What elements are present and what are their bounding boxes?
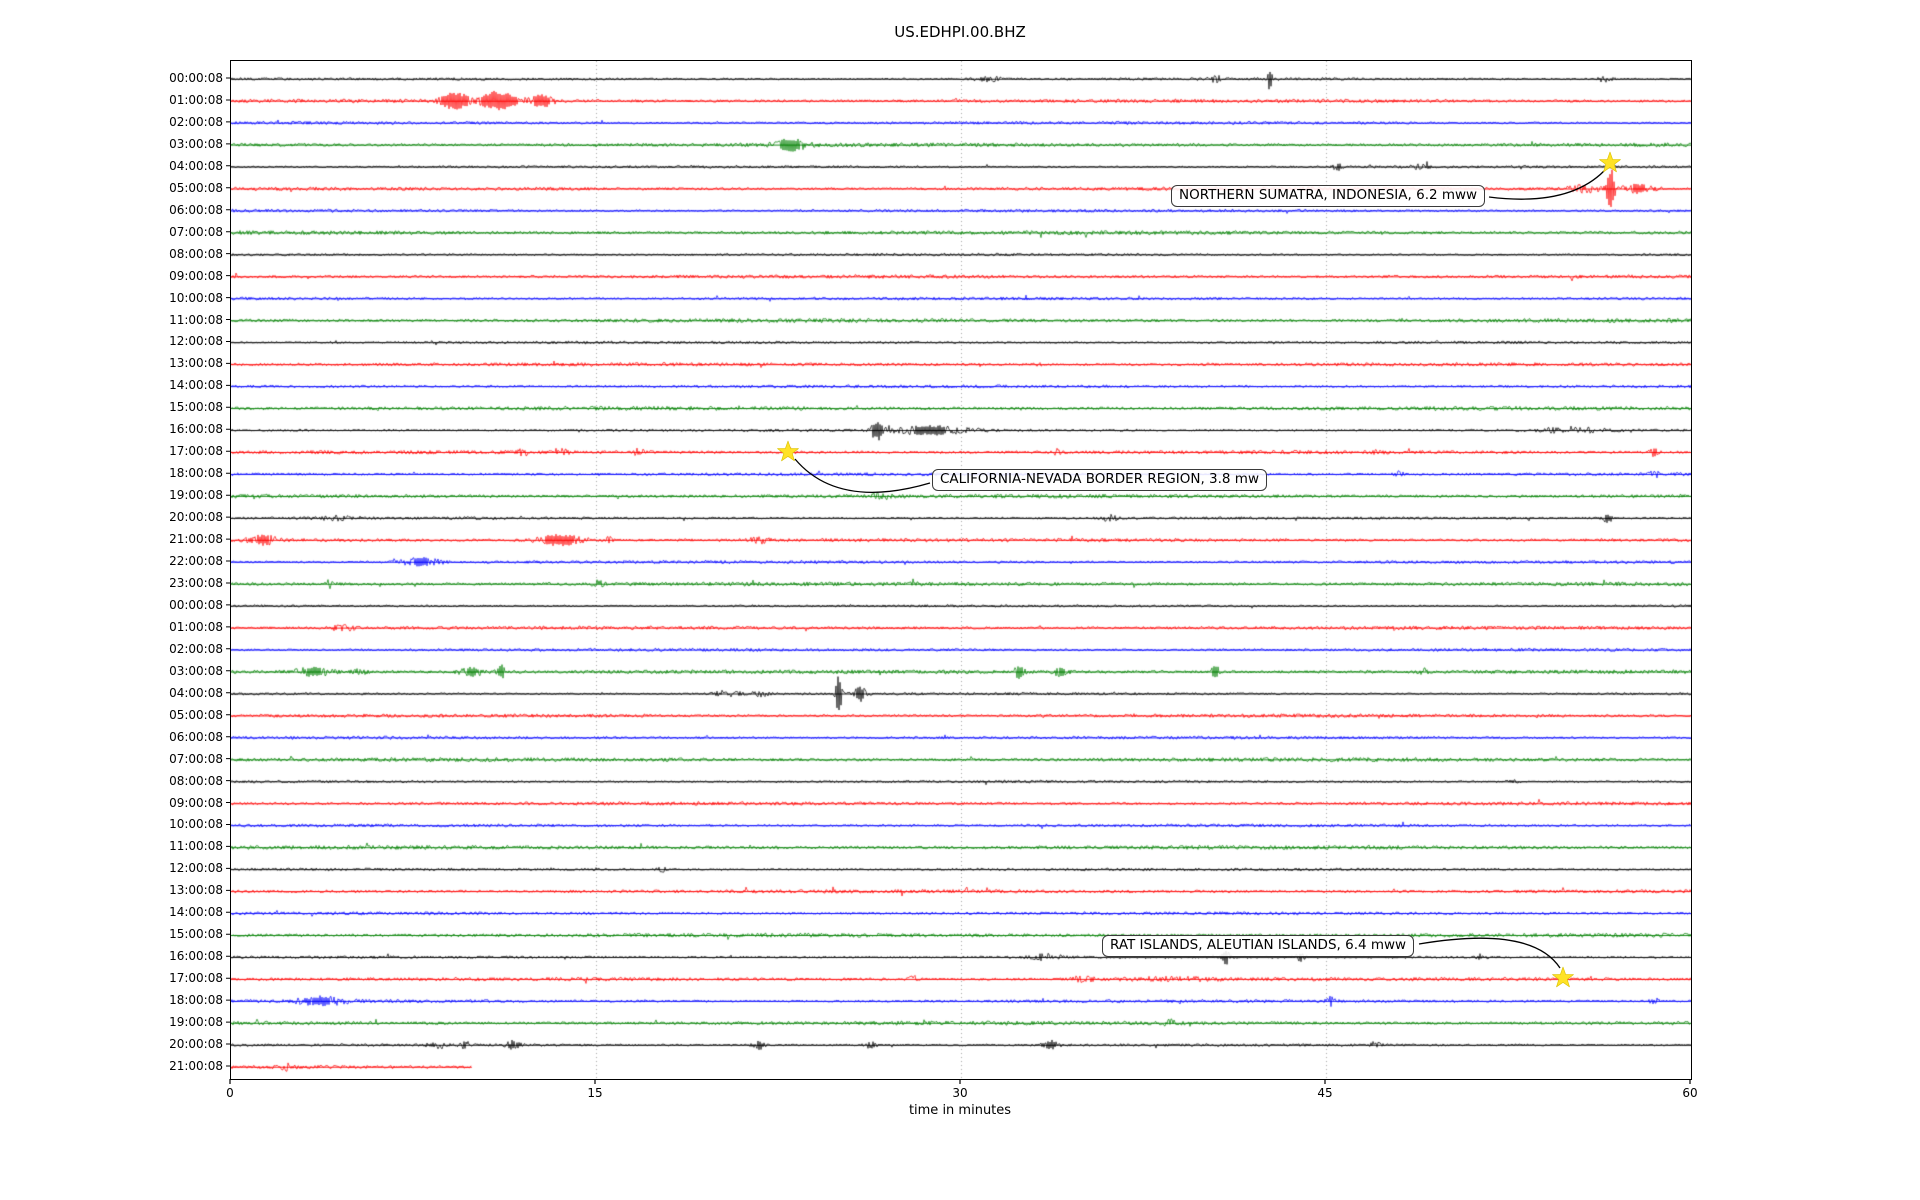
x-axis-label: time in minutes	[908, 1103, 1012, 1118]
row-label: 20:00:08	[169, 510, 223, 525]
x-tick-label: 0	[226, 1086, 234, 1100]
trace-canvas	[231, 61, 1691, 1079]
row-label: 03:00:08	[169, 136, 223, 151]
row-label: 11:00:08	[169, 312, 223, 327]
row-label: 09:00:08	[169, 795, 223, 810]
row-label: 00:00:08	[169, 597, 223, 612]
row-label: 20:00:08	[169, 1037, 223, 1052]
row-label: 12:00:08	[169, 334, 223, 349]
row-label: 18:00:08	[169, 466, 223, 481]
row-label: 01:00:08	[169, 92, 223, 107]
row-label: 11:00:08	[169, 839, 223, 854]
event-annotation-northern-sumatra: NORTHERN SUMATRA, INDONESIA, 6.2 mww	[1171, 185, 1486, 207]
row-label: 09:00:08	[169, 268, 223, 283]
row-label: 01:00:08	[169, 619, 223, 634]
row-label: 17:00:08	[169, 444, 223, 459]
event-annotation-california-nevada: CALIFORNIA-NEVADA BORDER REGION, 3.8 mw	[932, 469, 1267, 491]
row-label: 16:00:08	[169, 949, 223, 964]
row-label: 05:00:08	[169, 707, 223, 722]
row-label: 06:00:08	[169, 202, 223, 217]
row-label: 19:00:08	[169, 488, 223, 503]
row-label: 06:00:08	[169, 729, 223, 744]
row-label: 03:00:08	[169, 663, 223, 678]
row-label: 14:00:08	[169, 905, 223, 920]
row-label: 05:00:08	[169, 180, 223, 195]
row-label: 16:00:08	[169, 422, 223, 437]
row-label: 17:00:08	[169, 971, 223, 986]
row-label: 19:00:08	[169, 1015, 223, 1030]
row-label: 13:00:08	[169, 356, 223, 371]
row-label: 02:00:08	[169, 114, 223, 129]
row-label: 02:00:08	[169, 641, 223, 656]
row-label: 15:00:08	[169, 400, 223, 415]
x-tick-label: 60	[1682, 1086, 1698, 1100]
row-label: 07:00:08	[169, 751, 223, 766]
row-label: 00:00:08	[169, 71, 223, 85]
row-label: 10:00:08	[169, 817, 223, 832]
row-label: 08:00:08	[169, 773, 223, 788]
row-label: 10:00:08	[169, 290, 223, 305]
row-label: 07:00:08	[169, 224, 223, 239]
event-annotation-rat-islands: RAT ISLANDS, ALEUTIAN ISLANDS, 6.4 mww	[1102, 935, 1415, 957]
x-tick-label: 30	[952, 1086, 968, 1100]
row-label: 08:00:08	[169, 246, 223, 261]
row-label: 15:00:08	[169, 927, 223, 942]
row-label: 12:00:08	[169, 861, 223, 876]
x-tick-label: 45	[1317, 1086, 1333, 1100]
page-title: US.EDHPI.00.BHZ	[894, 23, 1026, 41]
x-tick-label: 15	[587, 1086, 603, 1100]
row-label: 14:00:08	[169, 378, 223, 393]
row-label: 18:00:08	[169, 993, 223, 1008]
row-label: 04:00:08	[169, 158, 223, 173]
row-label: 21:00:08	[169, 532, 223, 547]
row-label: 22:00:08	[169, 554, 223, 569]
row-label: 04:00:08	[169, 685, 223, 700]
row-label: 23:00:08	[169, 575, 223, 590]
row-label: 13:00:08	[169, 883, 223, 898]
row-label: 21:00:08	[169, 1059, 223, 1073]
